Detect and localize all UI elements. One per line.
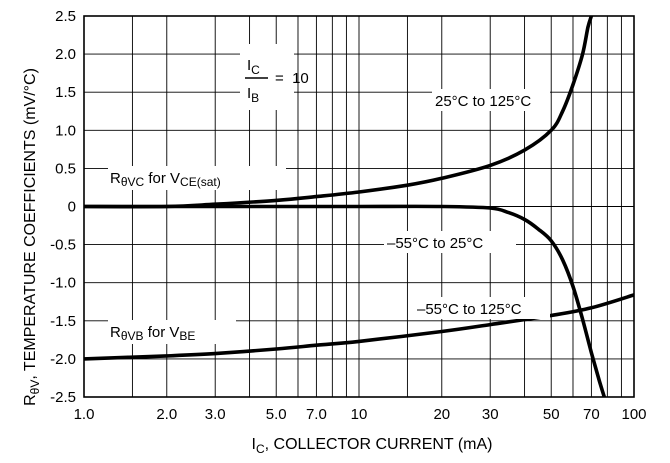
- y-tick-label: 0: [68, 199, 76, 216]
- svg-text:RθVC for VCE(sat): RθVC for VCE(sat): [110, 170, 221, 189]
- y-tick-label: -2.0: [50, 351, 76, 368]
- y-tick-label: -1.0: [50, 275, 76, 292]
- ratio-numerator: IC: [247, 57, 260, 77]
- svg-text:–55°C to 25°C: –55°C to 25°C: [387, 235, 483, 252]
- ratio-value: = 10: [275, 70, 309, 87]
- x-tick-label: 5.0: [266, 406, 287, 423]
- y-tick-label: 1.5: [55, 84, 76, 101]
- series-line-3: [83, 293, 635, 361]
- x-tick-label: 7.0: [306, 406, 327, 423]
- curve-label-25-125: 25°C to 125°C: [432, 89, 550, 111]
- curves: [83, 15, 635, 398]
- y-axis-title-sub: θV: [28, 380, 42, 395]
- x-tick-label: 10: [351, 406, 368, 423]
- ratio-annotation: IC IB = 10: [240, 44, 309, 110]
- x-tick-label: 1.0: [74, 406, 95, 423]
- x-tick-label: 50: [543, 406, 560, 423]
- x-tick-label: 20: [433, 406, 450, 423]
- curve-label-m55-25: –55°C to 25°C: [384, 231, 516, 253]
- x-axis-title-main: I: [252, 436, 256, 453]
- svg-text:25°C to 125°C: 25°C to 125°C: [435, 93, 531, 110]
- y-tick-label: -0.5: [50, 237, 76, 254]
- series-line-1: [83, 15, 594, 209]
- y-tick-label: 2.0: [55, 46, 76, 63]
- y-axis-title-rest: , TEMPERATURE COEFFICIENTS (mV/°C): [22, 68, 39, 380]
- y-tick-label: 0.5: [55, 160, 76, 177]
- y-axis-title: RθV, TEMPERATURE COEFFICIENTS (mV/°C): [22, 68, 42, 406]
- x-tick-label: 2.0: [156, 406, 177, 423]
- y-tick-label: 2.5: [55, 8, 76, 25]
- y-tick-labels: 2.5 2.0 1.5 1.0 0.5 0 -0.5 -1.0 -1.5 -2.0 -2.5: [50, 8, 76, 406]
- x-tick-labels: 1.0 2.0 3.0 5.0 7.0 10 20 30 50 70 100: [74, 406, 647, 423]
- rvc-label: RθVC for VCE(sat): [108, 166, 286, 190]
- x-axis-title: IC, COLLECTOR CURRENT (mA): [252, 436, 493, 456]
- series-line-2: [83, 204, 607, 398]
- x-tick-label: 70: [583, 406, 600, 423]
- x-axis-title-rest: , COLLECTOR CURRENT (mA): [265, 436, 493, 453]
- svg-text:RθVB for VBE: RθVB for VBE: [110, 324, 195, 343]
- rvb-label: RθVB for VBE: [108, 320, 236, 344]
- svg-text:–55°C to 125°C: –55°C to 125°C: [417, 301, 522, 318]
- x-tick-label: 3.0: [205, 406, 226, 423]
- x-axis-title-sub: C: [256, 442, 265, 456]
- y-axis-title-main: R: [22, 394, 39, 406]
- y-tick-label: -1.5: [50, 313, 76, 330]
- ratio-denominator: IB: [247, 85, 259, 105]
- x-tick-label: 100: [621, 406, 646, 423]
- curve-label-m55-125: –55°C to 125°C: [414, 297, 550, 319]
- y-tick-label: -2.5: [50, 389, 76, 406]
- x-tick-label: 30: [482, 406, 499, 423]
- y-tick-label: 1.0: [55, 122, 76, 139]
